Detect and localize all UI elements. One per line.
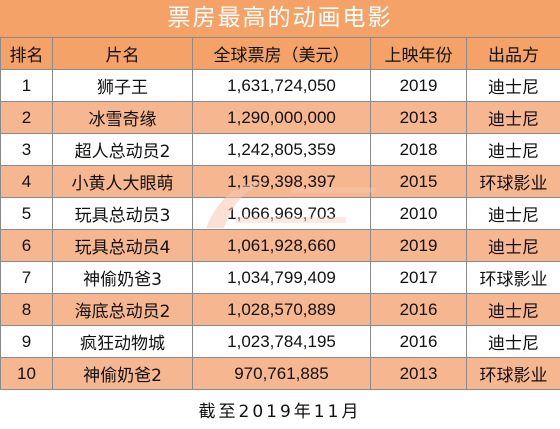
title-cell: 玩具总动员4 (52, 229, 193, 262)
studio-cell: 迪士尼 (466, 101, 560, 134)
table-row: 3 超人总动员2 1,242,805,359 2018 迪士尼 (0, 133, 560, 166)
title-cell: 玩具总动员3 (52, 197, 193, 230)
gross-cell: 1,034,799,409 (192, 261, 371, 294)
rank-cell: 2 (0, 101, 53, 134)
gross-cell: 1,159,398,397 (192, 165, 371, 198)
column-header-gross: 全球票房（美元） (192, 37, 371, 70)
title-cell: 狮子王 (52, 69, 193, 102)
year-cell: 2016 (370, 325, 467, 358)
studio-cell: 环球影业 (466, 165, 560, 198)
title-cell: 冰雪奇缘 (52, 101, 193, 134)
table-row: 10 神偷奶爸2 970,761,885 2013 环球影业 (0, 357, 560, 390)
gross-cell: 1,023,784,195 (192, 325, 371, 358)
rank-cell: 4 (0, 165, 53, 198)
studio-cell: 迪士尼 (466, 69, 560, 102)
rank-cell: 5 (0, 197, 53, 230)
rank-cell: 10 (0, 357, 53, 390)
year-cell: 2010 (370, 197, 467, 230)
table-header-row: 排名 片名 全球票房（美元） 上映年份 出品方 (0, 37, 560, 70)
year-cell: 2019 (370, 69, 467, 102)
year-cell: 2013 (370, 101, 467, 134)
studio-cell: 迪士尼 (466, 197, 560, 230)
column-header-year: 上映年份 (370, 37, 467, 70)
title-cell: 神偷奶爸3 (52, 261, 193, 294)
gross-cell: 1,061,928,660 (192, 229, 371, 262)
table-row: 5 玩具总动员3 1,066,969,703 2010 迪士尼 (0, 197, 560, 230)
studio-cell: 迪士尼 (466, 293, 560, 326)
rank-cell: 6 (0, 229, 53, 262)
studio-cell: 环球影业 (466, 357, 560, 390)
table-row: 6 玩具总动员4 1,061,928,660 2019 迪士尼 (0, 229, 560, 262)
studio-cell: 环球影业 (466, 261, 560, 294)
year-cell: 2019 (370, 229, 467, 262)
table-row: 1 狮子王 1,631,724,050 2019 迪士尼 (0, 69, 560, 102)
year-cell: 2018 (370, 133, 467, 166)
box-office-table: 排名 片名 全球票房（美元） 上映年份 出品方 1 狮子王 1,631,724,… (0, 37, 560, 390)
table-row: 9 疯狂动物城 1,023,784,195 2016 迪士尼 (0, 325, 560, 358)
rank-cell: 7 (0, 261, 53, 294)
data-as-of-note: 截至2019年11月 (198, 402, 362, 422)
rank-cell: 8 (0, 293, 53, 326)
table-row: 7 神偷奶爸3 1,034,799,409 2017 环球影业 (0, 261, 560, 294)
studio-cell: 迪士尼 (466, 229, 560, 262)
table-row: 2 冰雪奇缘 1,290,000,000 2013 迪士尼 (0, 101, 560, 134)
column-header-title: 片名 (52, 37, 193, 70)
studio-cell: 迪士尼 (466, 133, 560, 166)
title-cell: 神偷奶爸2 (52, 357, 193, 390)
year-cell: 2016 (370, 293, 467, 326)
title-cell: 超人总动员2 (52, 133, 193, 166)
year-cell: 2017 (370, 261, 467, 294)
title-cell: 海底总动员2 (52, 293, 193, 326)
gross-cell: 970,761,885 (192, 357, 371, 390)
gross-cell: 1,290,000,000 (192, 101, 371, 134)
title-cell: 小黄人大眼萌 (52, 165, 193, 198)
rank-cell: 1 (0, 69, 53, 102)
gross-cell: 1,028,570,889 (192, 293, 371, 326)
table-row: 4 小黄人大眼萌 1,159,398,397 2015 环球影业 (0, 165, 560, 198)
year-cell: 2015 (370, 165, 467, 198)
gross-cell: 1,066,969,703 (192, 197, 371, 230)
gross-cell: 1,631,724,050 (192, 69, 371, 102)
gross-cell: 1,242,805,359 (192, 133, 371, 166)
title-cell: 疯狂动物城 (52, 325, 193, 358)
year-cell: 2013 (370, 357, 467, 390)
studio-cell: 迪士尼 (466, 325, 560, 358)
column-header-rank: 排名 (0, 37, 53, 70)
rank-cell: 3 (0, 133, 53, 166)
column-header-studio: 出品方 (466, 37, 560, 70)
table-row: 8 海底总动员2 1,028,570,889 2016 迪士尼 (0, 293, 560, 326)
rank-cell: 9 (0, 325, 53, 358)
table-title: 票房最高的动画电影 (0, 0, 560, 37)
